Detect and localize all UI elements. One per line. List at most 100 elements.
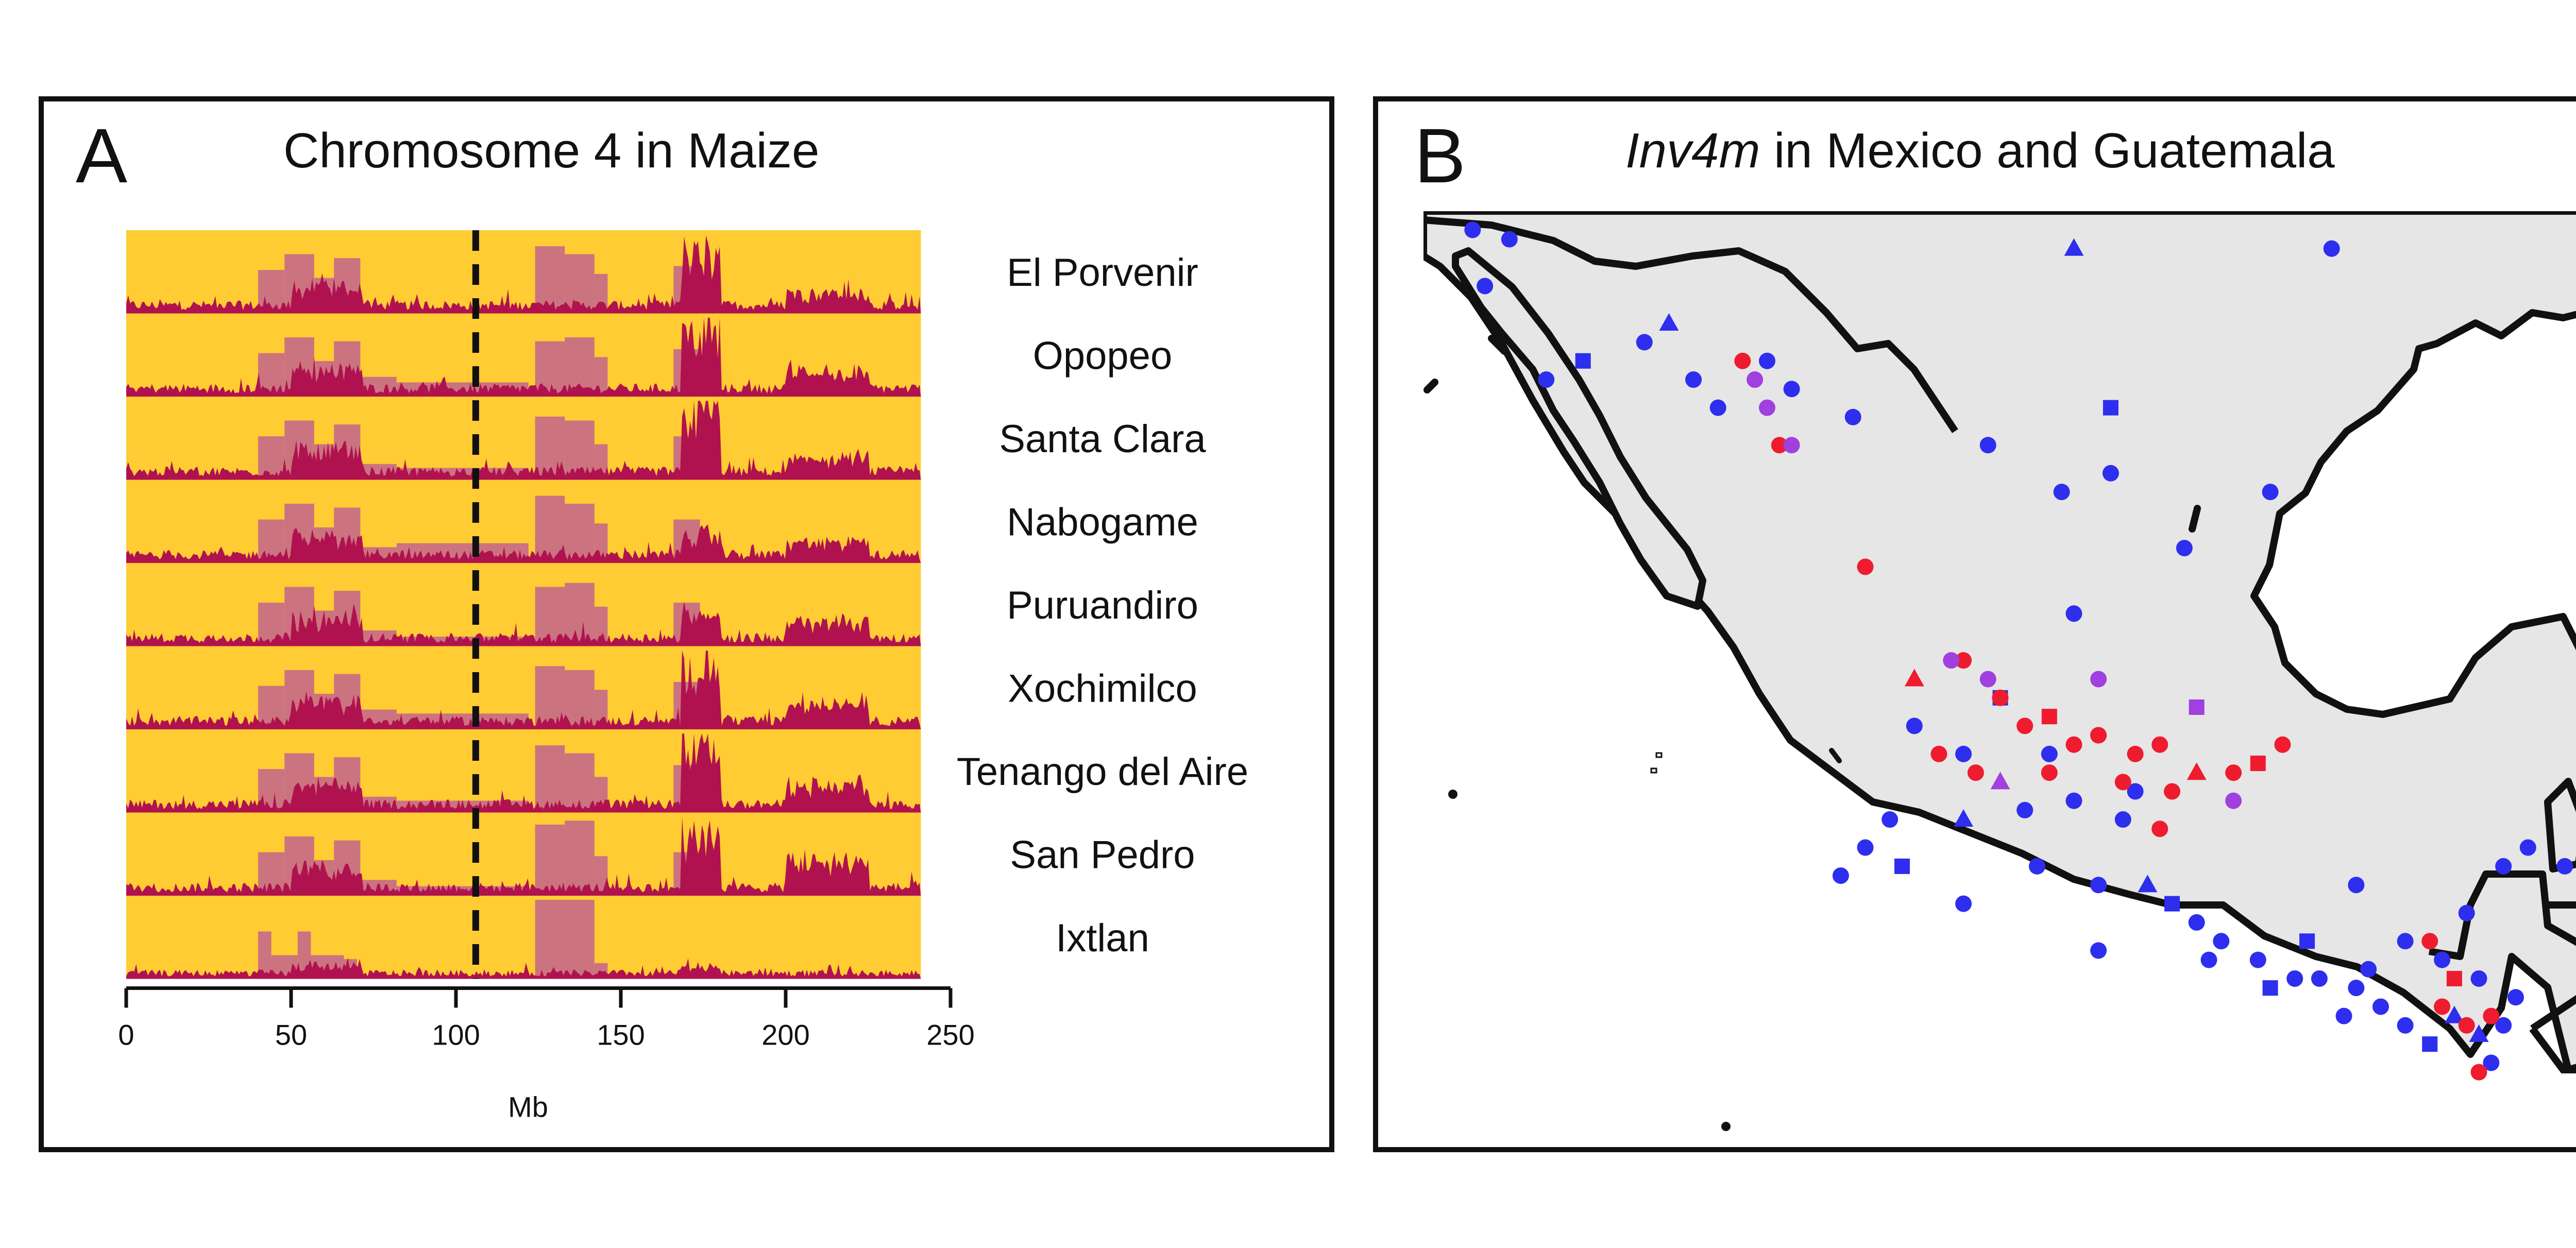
map-point xyxy=(2090,671,2107,688)
map-point xyxy=(1832,867,1849,884)
map-point xyxy=(2127,783,2144,800)
map-point xyxy=(2065,605,2082,622)
map-point xyxy=(1685,371,1702,388)
introgression-profile xyxy=(126,601,921,646)
light-block xyxy=(535,246,565,314)
map-point xyxy=(1501,231,1518,248)
map-point xyxy=(2483,1007,2500,1024)
map-point xyxy=(1979,671,1996,688)
map-point xyxy=(2213,933,2230,950)
introgression-profile xyxy=(126,958,921,979)
map-point xyxy=(2434,998,2451,1015)
island xyxy=(1650,767,1657,774)
map-point xyxy=(2507,989,2524,1006)
map-point xyxy=(2397,1017,2414,1034)
x-tick-label: 150 xyxy=(597,1019,645,1051)
panel-b-title-rest: in Mexico and Guatemala xyxy=(1760,123,2335,178)
track-7 xyxy=(126,733,921,813)
border-honduras xyxy=(2543,901,2576,909)
light-block xyxy=(258,270,285,314)
map-point xyxy=(2189,699,2205,715)
map-point xyxy=(1904,669,1924,687)
panel-a: A Chromosome 4 in Maize El Porvenir Opope… xyxy=(39,96,1334,1152)
map-point xyxy=(2064,238,2084,256)
map-point xyxy=(2225,764,2242,781)
map-point xyxy=(1464,221,1481,238)
map-point xyxy=(2103,400,2119,416)
track-9 xyxy=(126,900,921,979)
map-point xyxy=(2519,839,2536,856)
introgression-profile xyxy=(126,816,921,896)
map-point xyxy=(2446,970,2462,986)
panel-b: B Inv4m in Mexico and Guatemala xyxy=(1373,96,2576,1152)
map-point xyxy=(1992,689,2009,706)
border-belize xyxy=(2544,778,2576,873)
map-point xyxy=(1955,745,1972,762)
map-point xyxy=(2397,933,2414,950)
panel-letter-a: A xyxy=(76,112,128,199)
map-point xyxy=(1906,717,1923,734)
map-point xyxy=(2102,465,2119,482)
map-point xyxy=(2444,1005,2464,1023)
map-point xyxy=(1990,772,2010,790)
map-point xyxy=(2090,877,2107,894)
map-point xyxy=(1955,895,1972,912)
introgression-profile xyxy=(126,733,921,813)
track-8 xyxy=(126,816,921,896)
island xyxy=(1721,1122,1731,1131)
light-block xyxy=(565,820,595,896)
map-point xyxy=(2053,484,2070,501)
map-point xyxy=(2138,875,2158,893)
map-point xyxy=(2188,914,2205,931)
population-label: Nabogame xyxy=(1007,500,1198,544)
map-point xyxy=(1954,809,1974,827)
map-point xyxy=(1894,858,1910,874)
map-point xyxy=(2065,792,2082,809)
map-point xyxy=(2556,858,2573,875)
map-point xyxy=(2187,762,2207,780)
map-point xyxy=(2483,1054,2500,1071)
map-point xyxy=(2372,998,2389,1015)
x-axis-label: Mb xyxy=(508,1091,548,1123)
map-point xyxy=(2470,1064,2487,1081)
x-tick-label: 250 xyxy=(926,1019,974,1051)
introgression-profile xyxy=(126,524,921,563)
map-point xyxy=(2422,1036,2438,1052)
map-point xyxy=(2065,736,2082,753)
map-point xyxy=(1979,437,1996,454)
population-label: Ixtlan xyxy=(1056,916,1149,960)
map-point xyxy=(2164,783,2181,800)
map-point xyxy=(1734,352,1751,369)
map-point xyxy=(2041,745,2058,762)
map-point xyxy=(1943,652,1960,669)
x-tick-label: 200 xyxy=(761,1019,809,1051)
island xyxy=(1655,752,1663,758)
map-point xyxy=(2323,240,2340,257)
map-point xyxy=(2458,1017,2475,1034)
x-tick-label: 50 xyxy=(275,1019,307,1051)
map-point xyxy=(2360,961,2377,978)
track-3 xyxy=(126,401,921,480)
map-point xyxy=(1857,558,1874,575)
border-salvador xyxy=(2529,1026,2576,1073)
map-point xyxy=(1758,399,1775,416)
track-4 xyxy=(126,495,921,563)
border-guatemala xyxy=(2428,870,2576,1032)
track-6 xyxy=(126,650,921,729)
map-point xyxy=(2041,764,2058,781)
track-2 xyxy=(126,317,921,397)
map-point xyxy=(2090,942,2107,959)
light-block xyxy=(535,824,565,896)
map-point xyxy=(1538,371,1555,388)
x-tick-label: 0 xyxy=(118,1019,134,1051)
map-point xyxy=(1758,352,1775,369)
map-point xyxy=(1857,839,1874,856)
map-point xyxy=(2029,858,2045,875)
map-point xyxy=(2458,904,2475,921)
population-label: El Porvenir xyxy=(1007,251,1198,295)
map-point xyxy=(1771,437,1788,454)
map-point xyxy=(1636,334,1653,351)
map-point xyxy=(2348,980,2365,997)
introgression-profile xyxy=(126,235,921,314)
introgression-profile xyxy=(126,650,921,729)
